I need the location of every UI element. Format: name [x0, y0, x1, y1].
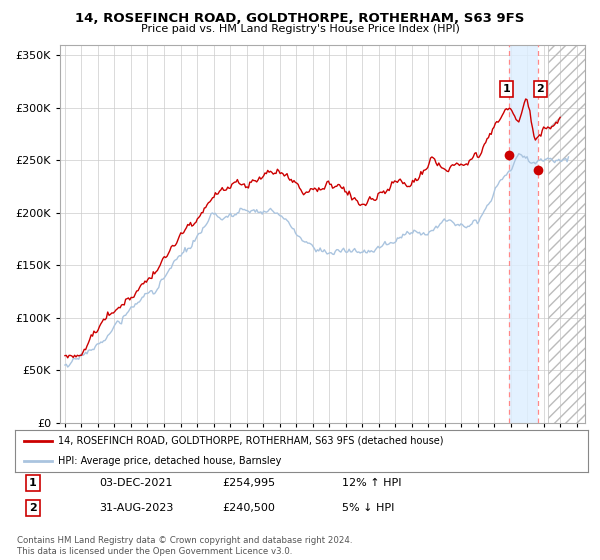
- Text: 1: 1: [503, 84, 510, 94]
- Text: £254,995: £254,995: [222, 478, 275, 488]
- Text: 12% ↑ HPI: 12% ↑ HPI: [342, 478, 401, 488]
- Text: Price paid vs. HM Land Registry's House Price Index (HPI): Price paid vs. HM Land Registry's House …: [140, 24, 460, 34]
- Text: 03-DEC-2021: 03-DEC-2021: [99, 478, 173, 488]
- Bar: [509, 45, 538, 423]
- Text: 5% ↓ HPI: 5% ↓ HPI: [342, 503, 394, 513]
- Bar: [548, 45, 587, 423]
- Text: 31-AUG-2023: 31-AUG-2023: [99, 503, 173, 513]
- Text: 14, ROSEFINCH ROAD, GOLDTHORPE, ROTHERHAM, S63 9FS (detached house): 14, ROSEFINCH ROAD, GOLDTHORPE, ROTHERHA…: [58, 436, 443, 446]
- Text: Contains HM Land Registry data © Crown copyright and database right 2024.
This d: Contains HM Land Registry data © Crown c…: [17, 536, 352, 556]
- Text: HPI: Average price, detached house, Barnsley: HPI: Average price, detached house, Barn…: [58, 456, 281, 466]
- Bar: [548, 45, 587, 423]
- Text: 2: 2: [29, 503, 37, 513]
- Text: 1: 1: [29, 478, 37, 488]
- Text: 2: 2: [536, 84, 544, 94]
- Text: 14, ROSEFINCH ROAD, GOLDTHORPE, ROTHERHAM, S63 9FS: 14, ROSEFINCH ROAD, GOLDTHORPE, ROTHERHA…: [76, 12, 524, 25]
- Text: £240,500: £240,500: [222, 503, 275, 513]
